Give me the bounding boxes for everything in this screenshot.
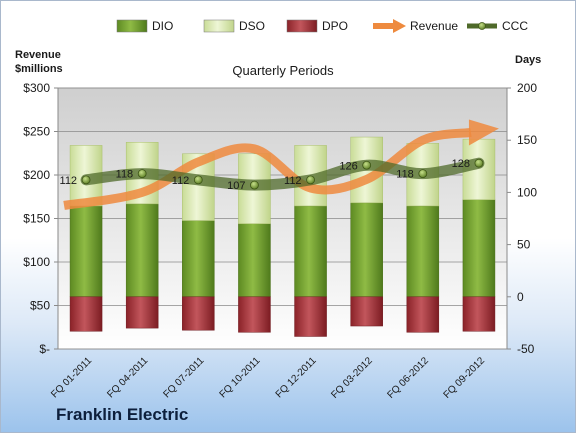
bar-dio <box>182 220 215 298</box>
chart-title: Quarterly Periods <box>232 63 334 78</box>
ccc-data-label: 118 <box>116 169 134 181</box>
right-tick-label: 150 <box>517 133 537 147</box>
category-label: FQ 09-2012 <box>442 355 488 401</box>
revenue-line <box>63 128 472 210</box>
bar-dpo <box>350 296 383 327</box>
right-tick-label: 200 <box>517 81 537 95</box>
ccc-point <box>418 169 428 179</box>
company-name: Franklin Electric <box>56 405 189 424</box>
legend-swatch-revenue-head <box>393 19 406 33</box>
right-tick-label: -50 <box>517 342 535 356</box>
bar-dio <box>125 203 159 298</box>
ccc-data-label: 128 <box>452 158 470 170</box>
ccc-point <box>474 158 484 168</box>
legend-label: Revenue <box>410 19 458 33</box>
bar-dio <box>238 223 271 298</box>
bar-dpo <box>238 296 271 333</box>
legend-swatch-dpo <box>286 19 318 33</box>
ccc-point <box>81 175 91 185</box>
bar-dio <box>462 199 496 298</box>
legend-swatch-dio <box>116 19 148 33</box>
category-label: FQ 10-2011 <box>218 355 263 400</box>
bar-dio <box>69 205 103 298</box>
ccc-data-label: 126 <box>339 160 357 172</box>
left-tick-label: $150 <box>23 212 50 226</box>
revenue-arrowhead <box>468 119 499 146</box>
left-tick-label: $300 <box>23 81 50 95</box>
bar-dpo <box>125 296 159 329</box>
ccc-data-label: 112 <box>284 175 302 187</box>
ccc-point <box>362 160 372 170</box>
category-label: FQ 12-2011 <box>274 355 319 400</box>
legend-swatch-ccc-dot <box>478 22 486 30</box>
category-label: FQ 07-2011 <box>161 355 206 400</box>
right-tick-label: 0 <box>517 290 524 304</box>
left-tick-label: $250 <box>23 125 50 139</box>
left-tick-label: $- <box>39 342 50 356</box>
category-label: FQ 01-2011 <box>49 355 94 400</box>
ccc-point <box>137 169 147 179</box>
bar-dpo <box>294 296 327 337</box>
legend-label: CCC <box>502 19 528 33</box>
bar-dio <box>406 205 440 298</box>
legend-swatch-dso <box>203 19 235 33</box>
bar-dio <box>294 205 327 298</box>
category-label: FQ 06-2012 <box>385 355 431 401</box>
ccc-data-label: 107 <box>227 180 245 192</box>
ccc-point <box>306 175 315 185</box>
bar-dpo <box>182 296 215 331</box>
legend-label: DIO <box>152 19 173 33</box>
ccc-data-label: 112 <box>172 175 190 187</box>
right-tick-label: 100 <box>517 185 537 199</box>
ccc-point <box>193 175 203 185</box>
ccc-series: 112 118 112 107 112 126 118 128 <box>60 157 485 192</box>
ccc-data-label: 112 <box>60 175 78 187</box>
bar-dio <box>350 202 383 298</box>
left-tick-label: $200 <box>23 168 50 182</box>
legend: DIO DSO DPO Revenue CCC <box>116 19 528 33</box>
bar-dpo <box>69 296 103 332</box>
ccc-point <box>250 180 259 190</box>
category-label: FQ 03-2012 <box>329 355 375 401</box>
bars <box>69 136 496 337</box>
bar-dpo <box>406 296 440 333</box>
revenue-series <box>63 119 499 210</box>
ccc-data-label: 118 <box>396 169 414 181</box>
left-tick-label: $100 <box>23 255 50 269</box>
left-axis-title: Revenue $millions <box>15 49 64 75</box>
ccc-line <box>80 157 485 191</box>
legend-label: DPO <box>322 19 348 33</box>
bar-dpo <box>462 296 496 332</box>
legend-label: DSO <box>239 19 265 33</box>
right-axis-title: Days <box>515 54 541 66</box>
left-tick-label: $50 <box>30 299 50 313</box>
category-label: FQ 04-2011 <box>105 355 150 400</box>
right-tick-label: 50 <box>517 238 531 252</box>
